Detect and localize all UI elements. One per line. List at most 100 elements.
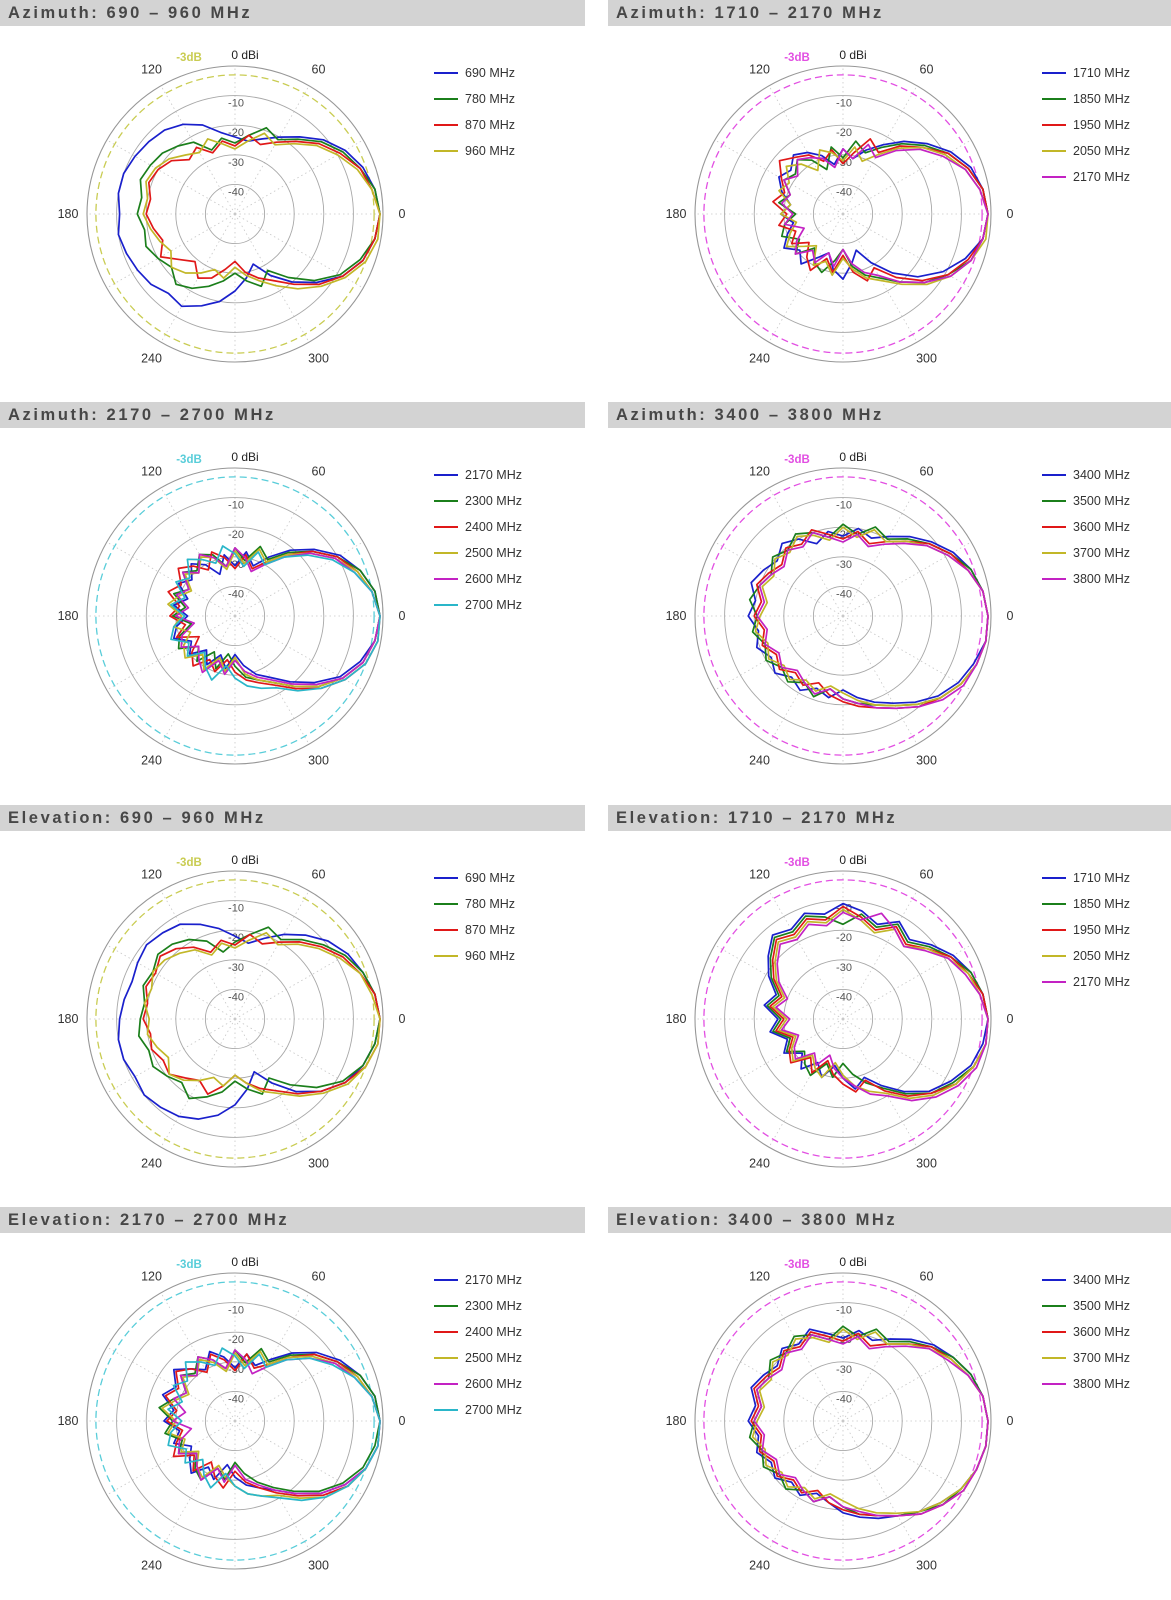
angle-tick-label: 120	[141, 1269, 162, 1283]
legend-swatch	[1042, 176, 1066, 178]
radial-tick-label: -40	[228, 588, 244, 600]
gain-ring	[204, 988, 266, 1050]
angle-tick-label: 180	[666, 609, 687, 623]
radial-tick-label: -20	[228, 529, 244, 541]
radial-tick-label: -40	[836, 588, 852, 600]
legend-label: 870 MHz	[465, 923, 516, 937]
legend-label: 2300 MHz	[465, 1299, 522, 1313]
series-trace	[117, 123, 381, 308]
legend-label: 870 MHz	[465, 118, 516, 132]
angle-tick-label: 120	[749, 62, 770, 76]
legend-label: 2170 MHz	[465, 468, 522, 482]
ref-3db-label: -3dB	[176, 857, 202, 869]
radial-axis-label: 0 dBi	[839, 853, 866, 867]
ref-3db-label: -3dB	[784, 1259, 810, 1271]
legend-item: 3700 MHz	[1042, 546, 1130, 560]
gain-ring	[175, 959, 295, 1079]
legend-label: 2700 MHz	[465, 1403, 522, 1417]
panel-elevation-690-960: Elevation: 690 – 960 MHz 0 60 120 180 240 300…	[0, 805, 585, 1207]
legend-label: 2600 MHz	[465, 1377, 522, 1391]
panel-body: 0 60 120 180 240 300 0 dBi -10 -20 -30 -40 -3dB 217…	[0, 1233, 585, 1599]
outer-ring	[694, 65, 992, 363]
legend-label: 2600 MHz	[465, 572, 522, 586]
legend-label: 2300 MHz	[465, 494, 522, 508]
angle-tick-label: 60	[312, 867, 326, 881]
legend-label: 2170 MHz	[1073, 170, 1130, 184]
angle-tick-label: 180	[58, 207, 79, 221]
legend-swatch	[434, 1357, 458, 1359]
series-trace	[117, 923, 381, 1120]
series-trace	[167, 1347, 381, 1502]
angle-tick-label: 300	[916, 1157, 937, 1171]
gain-ring	[724, 900, 962, 1138]
legend-label: 1710 MHz	[1073, 871, 1130, 885]
legend-swatch	[1042, 578, 1066, 580]
angle-tick-label: 0	[399, 609, 406, 623]
series-trace	[136, 126, 381, 290]
gain-ring	[753, 929, 933, 1109]
panel-body: 0 60 120 180 240 300 0 dBi -10 -20 -30 -40 -3dB 690…	[0, 831, 585, 1205]
legend-label: 3500 MHz	[1073, 1299, 1130, 1313]
legend-label: 2170 MHz	[1073, 975, 1130, 989]
legend-swatch	[434, 98, 458, 100]
radial-tick-label: -40	[836, 186, 852, 198]
radial-axis-label: 0 dBi	[231, 48, 258, 62]
legend-swatch	[1042, 124, 1066, 126]
ref-3db-circle	[703, 74, 983, 354]
angle-tick-label: 180	[666, 207, 687, 221]
legend-label: 1850 MHz	[1073, 897, 1130, 911]
polar-spoke	[842, 1018, 918, 1148]
angle-tick-label: 180	[666, 1012, 687, 1026]
legend-swatch	[434, 150, 458, 152]
angle-tick-label: 240	[141, 352, 162, 366]
gain-ring	[116, 497, 354, 735]
radial-tick-label: -40	[836, 1393, 852, 1405]
ref-3db-label: -3dB	[784, 52, 810, 64]
legend-label: 960 MHz	[465, 949, 516, 963]
angle-tick-label: 0	[399, 207, 406, 221]
legend-item: 2170 MHz	[1042, 975, 1130, 989]
angle-tick-label: 120	[749, 867, 770, 881]
angle-tick-label: 0	[1007, 207, 1014, 221]
legend-label: 690 MHz	[465, 66, 516, 80]
angle-tick-label: 300	[916, 352, 937, 366]
series-trace	[170, 545, 381, 692]
legend-item: 2170 MHz	[434, 468, 522, 482]
ref-3db-label: -3dB	[176, 52, 202, 64]
panel-body: 0 60 120 180 240 300 0 dBi -10 -20 -30 -40 -3dB 340…	[608, 428, 1171, 802]
legend: 2170 MHz 2300 MHz 2400 MHz 2500 MHz 2600 MHz…	[434, 468, 522, 624]
polar-spoke	[842, 1420, 918, 1550]
ref-3db-circle	[703, 1281, 983, 1561]
legend-swatch	[1042, 500, 1066, 502]
radial-tick-label: -10	[836, 1305, 852, 1317]
angle-tick-label: 180	[58, 1012, 79, 1026]
panel-azimuth-2170-2700: Azimuth: 2170 – 2700 MHz 0 60 120 180 240 300…	[0, 402, 585, 805]
legend: 1710 MHz 1850 MHz 1950 MHz 2050 MHz 2170 MHz	[1042, 66, 1130, 196]
legend-item: 870 MHz	[434, 118, 515, 132]
legend-item: 2050 MHz	[1042, 144, 1130, 158]
legend-label: 2170 MHz	[465, 1273, 522, 1287]
radial-axis-label: 0 dBi	[839, 450, 866, 464]
radial-tick-label: -40	[228, 186, 244, 198]
series-trace	[763, 902, 989, 1093]
legend: 3400 MHz 3500 MHz 3600 MHz 3700 MHz 3800 MHz	[1042, 468, 1130, 598]
polar-spoke	[842, 615, 972, 691]
legend-item: 3400 MHz	[1042, 1273, 1130, 1287]
polar-spoke	[768, 1018, 844, 1148]
polar-spoke	[842, 1018, 972, 1094]
legend-swatch	[434, 124, 458, 126]
panel-body: 0 60 120 180 240 300 0 dBi -10 -20 -30 -40 -3dB 171…	[608, 26, 1171, 400]
angle-tick-label: 180	[58, 609, 79, 623]
polar-spoke	[842, 1420, 972, 1496]
legend-swatch	[434, 1383, 458, 1385]
legend-swatch	[434, 500, 458, 502]
polar-spoke	[160, 85, 236, 215]
angle-tick-label: 60	[920, 464, 934, 478]
legend-item: 2050 MHz	[1042, 949, 1130, 963]
series-trace	[142, 132, 381, 290]
legend-label: 3700 MHz	[1073, 1351, 1130, 1365]
polar-spoke	[234, 944, 364, 1020]
series-trace	[754, 526, 989, 707]
angle-tick-label: 60	[920, 867, 934, 881]
